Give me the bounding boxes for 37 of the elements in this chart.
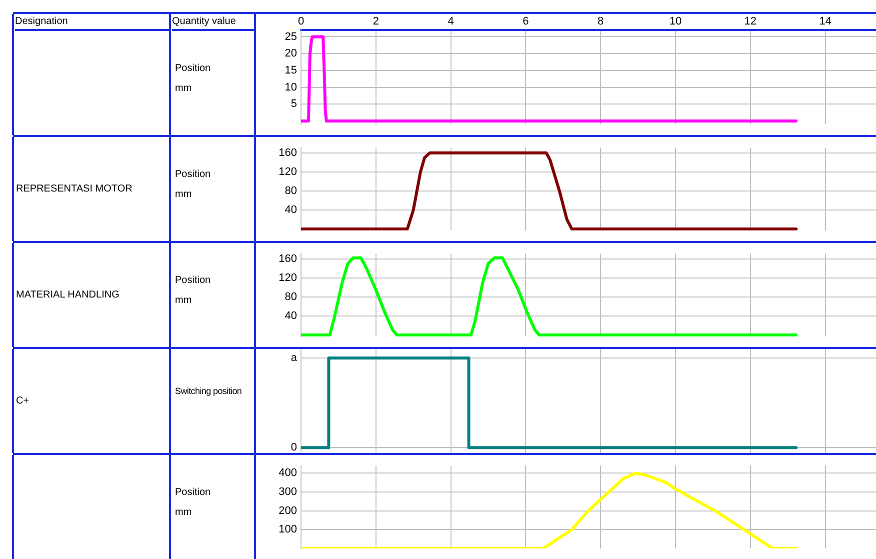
text: C+	[16, 396, 30, 406]
y-tick-label: 80	[284, 290, 297, 303]
y-tick-label: 100	[278, 524, 297, 536]
y-tick-label: 40	[284, 204, 297, 216]
y-axis-title: Position mm	[175, 274, 211, 308]
y-tick-label: 120	[278, 166, 297, 178]
y-axis-title: Position mm	[175, 168, 211, 202]
y-tick-label: 160	[278, 252, 297, 265]
y-tick-label: 15	[284, 64, 297, 76]
y-tick-label: 20	[284, 48, 297, 60]
x-tick-label: 8	[598, 15, 604, 28]
x-tick-label: 14	[819, 15, 832, 28]
x-tick-label: 12	[744, 15, 757, 28]
y-tick-label: 40	[284, 310, 297, 322]
y-tick-label: 5	[290, 98, 297, 110]
y-tick-label: 200	[278, 504, 297, 517]
x-tick-label: 0	[298, 15, 304, 28]
y-axis-title: Position mm	[175, 486, 211, 520]
y-tick-label: 160	[278, 146, 297, 159]
text: a	[290, 352, 298, 364]
x-tick-label: 10	[669, 15, 682, 28]
x-tick-label: 6	[522, 15, 529, 28]
y-axis-title: Position mm	[175, 62, 211, 96]
x-tick-label: 4	[448, 15, 454, 28]
text: REPRESENTASI MOTOR	[16, 184, 132, 194]
text: Designation	[15, 14, 170, 31]
x-tick-label: 2	[372, 15, 379, 28]
y-tick-label: 80	[284, 184, 297, 197]
text: Quantity value	[172, 14, 255, 31]
text: MATERIAL HANDLING	[16, 290, 120, 300]
text: 0	[290, 442, 297, 454]
y-tick-label: 300	[278, 486, 297, 498]
y-tick-label: 25	[284, 30, 297, 43]
y-tick-label: 120	[278, 272, 297, 284]
y-tick-label: 400	[278, 467, 297, 480]
y-tick-label: 10	[284, 81, 297, 94]
y-axis-title: Switching position	[175, 385, 242, 398]
